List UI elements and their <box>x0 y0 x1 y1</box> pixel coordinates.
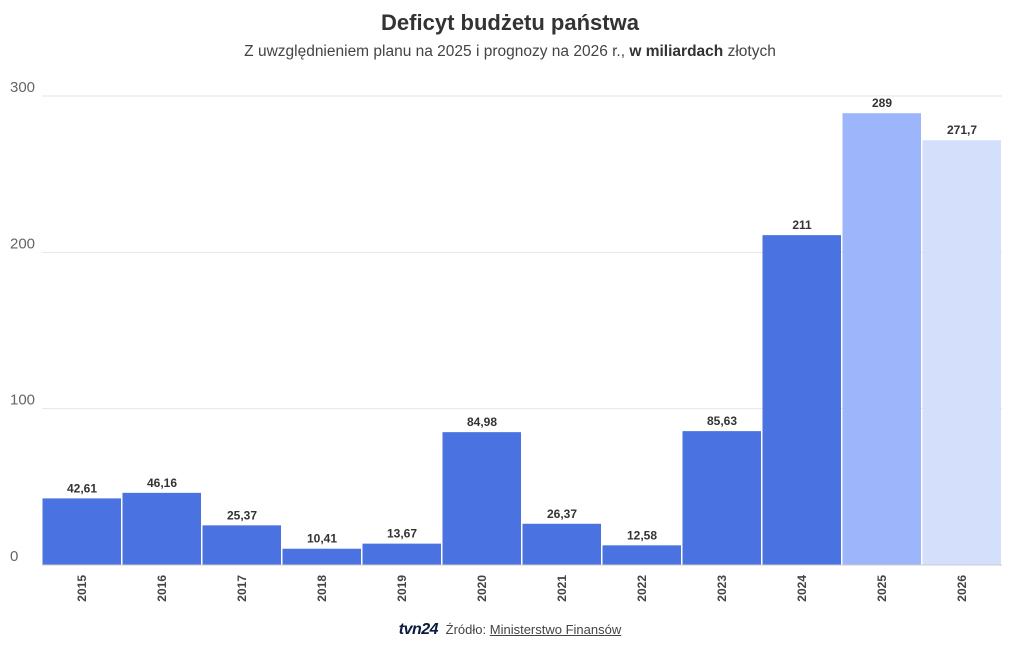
x-tick-label: 2025 <box>875 575 889 602</box>
x-tick-label: 2023 <box>715 575 729 602</box>
data-label: 289 <box>872 96 892 110</box>
chart-title: Deficyt budżetu państwa <box>381 10 639 35</box>
source-link[interactable]: Ministerstwo Finansów <box>489 622 622 637</box>
data-label: 84,98 <box>467 415 497 429</box>
subtitle-unit: w miliardach <box>629 43 724 60</box>
x-tick-label: 2021 <box>555 575 569 602</box>
bar <box>682 431 761 565</box>
x-tick-label: 2017 <box>235 575 249 602</box>
y-tick-label: 200 <box>10 235 35 252</box>
tvn24-logo: tvn24 <box>398 621 439 638</box>
x-tick-label: 2016 <box>155 575 169 602</box>
data-label: 46,16 <box>147 476 177 490</box>
source-line: tvn24 Źródło: Ministerstwo Finansów <box>0 621 1020 639</box>
chart-subtitle: Z uwzględnieniem planu na 2025 i prognoz… <box>0 43 1020 61</box>
x-tick-label: 2022 <box>635 575 649 602</box>
x-tick-label: 2020 <box>475 575 489 602</box>
bar <box>522 523 601 565</box>
data-label: 26,37 <box>547 507 577 521</box>
y-tick-label: 300 <box>10 79 35 96</box>
bar <box>42 498 121 565</box>
bar <box>122 492 201 565</box>
source-label: Źródło: <box>445 622 487 637</box>
y-tick-label: 0 <box>10 548 18 565</box>
x-tick-label: 2026 <box>955 575 969 602</box>
data-label: 211 <box>792 218 812 232</box>
bar <box>762 235 841 566</box>
x-tick-label: 2015 <box>75 575 89 602</box>
x-tick-label: 2018 <box>315 575 329 602</box>
data-label: 10,41 <box>307 532 337 546</box>
data-label: 13,67 <box>387 527 417 541</box>
subtitle-suffix: złotych <box>723 43 776 60</box>
bar <box>282 548 361 565</box>
bar <box>922 140 1001 565</box>
data-label: 271,7 <box>947 123 977 137</box>
x-tick-label: 2019 <box>395 575 409 602</box>
y-tick-label: 100 <box>10 392 35 409</box>
data-label: 85,63 <box>707 414 737 428</box>
bar <box>442 432 521 565</box>
bar <box>842 113 921 566</box>
data-label: 12,58 <box>627 528 657 542</box>
subtitle-text: Z uwzględnieniem planu na 2025 i prognoz… <box>244 43 630 60</box>
bar <box>602 545 681 565</box>
bar <box>202 525 281 565</box>
data-label: 42,61 <box>67 481 97 495</box>
x-tick-label: 2024 <box>795 575 809 602</box>
data-label: 25,37 <box>227 508 257 522</box>
bar <box>362 543 441 565</box>
